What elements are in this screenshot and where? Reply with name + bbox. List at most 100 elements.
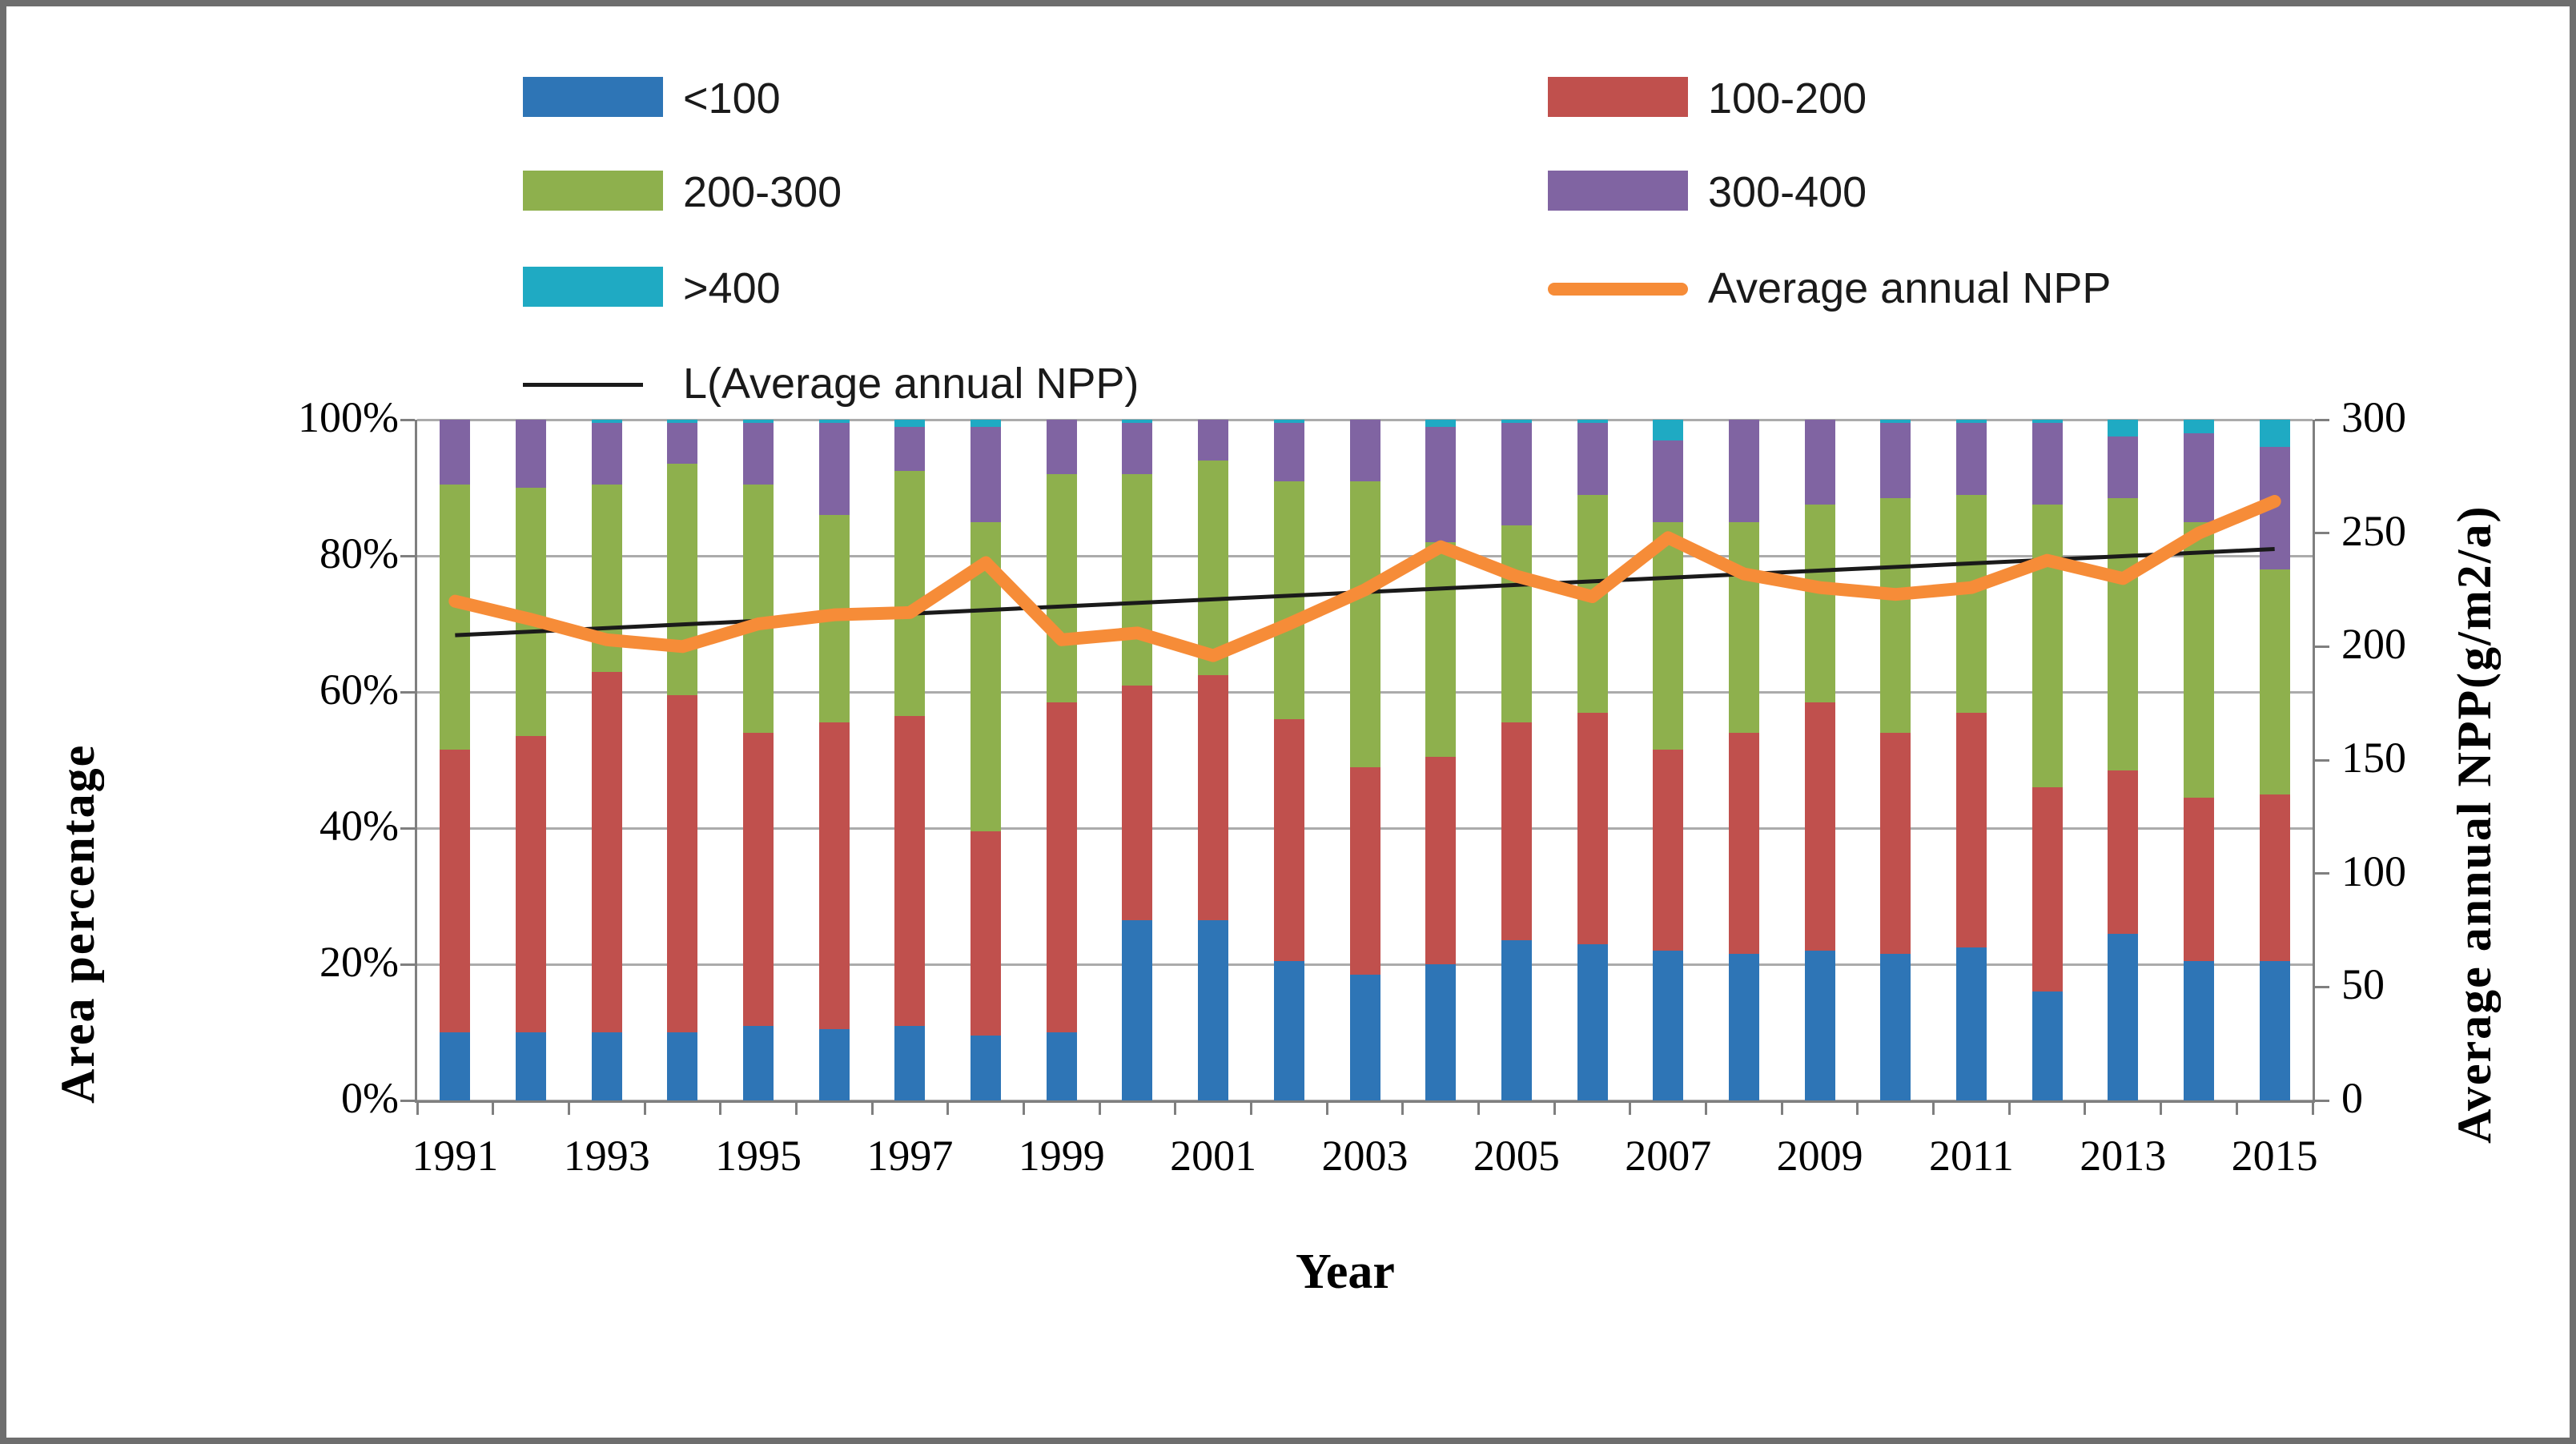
bar-segment->400 <box>1955 420 1987 424</box>
legend-label: 300-400 <box>1708 168 1867 216</box>
x-tick-label: 2007 <box>1625 1132 1712 1180</box>
x-tick-mark <box>2007 1100 2011 1115</box>
bar-segment-100-200 <box>1880 733 1911 955</box>
legend-label: 100-200 <box>1708 74 1867 123</box>
bar-segment-<100 <box>2259 960 2290 1100</box>
right-tick-label: 150 <box>2341 734 2406 782</box>
x-tick-label: 2001 <box>1170 1132 1257 1180</box>
x-tick-mark <box>1022 1100 1025 1115</box>
x-tick-mark <box>416 1100 419 1115</box>
bar-segment-300-400 <box>2031 423 2063 505</box>
bar-segment-200-300 <box>667 464 698 696</box>
x-tick-label: 2005 <box>1473 1132 1560 1180</box>
bar-segment-<100 <box>743 1025 774 1100</box>
legend-label: Average annual NPP <box>1708 264 2112 312</box>
legend-label: <100 <box>683 74 781 123</box>
bar-segment-300-400 <box>440 420 471 485</box>
bar-segment-<100 <box>1122 919 1153 1100</box>
bar-segment->400 <box>743 420 774 424</box>
x-tick-mark <box>1477 1100 1481 1115</box>
bar-segment-200-300 <box>1577 494 1608 713</box>
bar-segment->400 <box>667 420 698 424</box>
bar-segment-200-300 <box>2108 497 2139 770</box>
bar-segment-200-300 <box>440 484 471 750</box>
bar-segment-100-200 <box>1577 712 1608 944</box>
bar-segment-200-300 <box>1425 542 1457 757</box>
left-tick-mark <box>400 1099 415 1102</box>
x-tick-mark <box>946 1100 950 1115</box>
bar-segment-100-200 <box>971 831 1002 1036</box>
bar-segment-<100 <box>516 1032 547 1100</box>
bar-segment-300-400 <box>2108 436 2139 498</box>
x-tick-mark <box>1932 1100 1935 1115</box>
bar-segment-<100 <box>1501 940 1532 1100</box>
left-tick-label: 100% <box>298 393 399 441</box>
bar-segment-100-200 <box>743 733 774 1026</box>
bar-segment-200-300 <box>1728 521 1759 733</box>
x-tick-label: 1991 <box>412 1132 499 1180</box>
bar-segment-300-400 <box>1349 420 1380 481</box>
x-tick-mark <box>1098 1100 1101 1115</box>
bar-segment-<100 <box>591 1032 622 1100</box>
bar-segment-100-200 <box>516 736 547 1032</box>
x-tick-mark <box>1553 1100 1556 1115</box>
right-tick-mark <box>2315 872 2329 875</box>
left-axis-line <box>415 420 417 1100</box>
bar-segment-<100 <box>1425 964 1457 1100</box>
bar-segment-100-200 <box>1122 685 1153 920</box>
bar-segment-200-300 <box>1880 497 1911 733</box>
x-axis-title: Year <box>1296 1245 1395 1299</box>
bar-segment-<100 <box>667 1032 698 1100</box>
legend-npp-line-icon <box>1548 283 1688 296</box>
bar-segment-<100 <box>2031 991 2063 1100</box>
bar-segment-100-200 <box>591 671 622 1032</box>
bar-segment-<100 <box>894 1025 926 1100</box>
bar-segment-<100 <box>971 1036 1002 1100</box>
bar-segment-300-400 <box>1501 423 1532 525</box>
bar-segment-200-300 <box>1653 521 1684 750</box>
x-tick-label: 2003 <box>1321 1132 1409 1180</box>
legend-label: 200-300 <box>683 168 842 216</box>
bar-segment-100-200 <box>1728 733 1759 955</box>
bar-segment-<100 <box>1804 951 1835 1100</box>
x-tick-label: 1995 <box>715 1132 802 1180</box>
bar-segment-200-300 <box>2183 521 2214 798</box>
bar-segment-200-300 <box>1198 461 1229 675</box>
right-tick-label: 200 <box>2341 620 2406 669</box>
bar-segment-200-300 <box>1955 494 1987 713</box>
bar-segment-<100 <box>1955 947 1987 1100</box>
bar-segment-300-400 <box>1273 423 1304 481</box>
x-tick-mark <box>2235 1100 2238 1115</box>
legend-label: >400 <box>683 264 781 312</box>
bar-segment-300-400 <box>1046 420 1077 474</box>
bar-segment-100-200 <box>1046 702 1077 1032</box>
bar-segment-100-200 <box>1425 756 1457 964</box>
x-tick-mark <box>1401 1100 1405 1115</box>
right-tick-mark <box>2315 418 2329 421</box>
line-overlay <box>448 495 2281 662</box>
bar-segment-300-400 <box>1577 423 1608 495</box>
bar-segment-100-200 <box>1653 750 1684 951</box>
bar-segment-<100 <box>1728 954 1759 1100</box>
bar-segment-100-200 <box>1273 719 1304 961</box>
left-tick-mark <box>400 554 415 557</box>
bar-segment-300-400 <box>818 423 850 515</box>
bar-segment-300-400 <box>1653 440 1684 522</box>
x-tick-mark <box>1174 1100 1177 1115</box>
legend-swatch-300-400-icon <box>1548 171 1688 211</box>
bar-segment-<100 <box>2183 960 2214 1100</box>
bar-segment-<100 <box>1046 1032 1077 1100</box>
right-tick-mark <box>2315 758 2329 762</box>
bar-segment-300-400 <box>1880 423 1911 498</box>
x-tick-mark <box>719 1100 722 1115</box>
x-tick-label: 2009 <box>1776 1132 1863 1180</box>
right-tick-label: 50 <box>2341 960 2385 1009</box>
x-tick-mark <box>2084 1100 2087 1115</box>
bar-segment->400 <box>1880 420 1911 424</box>
bar-segment->400 <box>1273 420 1304 424</box>
bar-segment-300-400 <box>591 423 622 485</box>
right-tick-mark <box>2315 532 2329 535</box>
x-axis-line <box>415 1100 2315 1103</box>
bar-segment-300-400 <box>1804 420 1835 505</box>
